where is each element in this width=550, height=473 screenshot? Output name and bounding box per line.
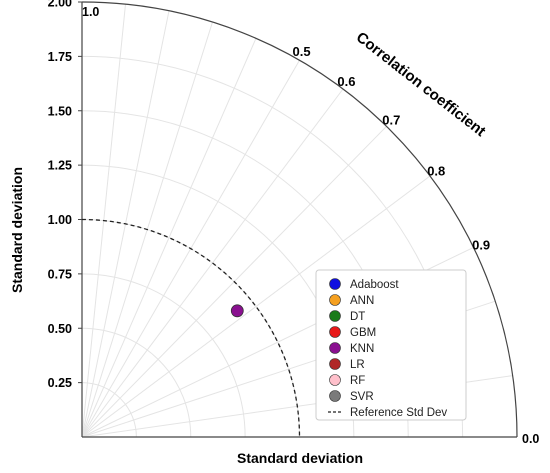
corr-tick-label: 0.6	[337, 74, 355, 89]
correlation-axis-label: Correlation coefficient	[353, 29, 489, 140]
legend-label: RF	[350, 375, 365, 387]
x-axis-label: Standard deviation	[237, 450, 363, 466]
legend-marker	[329, 278, 341, 290]
grid-ray	[81, 38, 257, 438]
legend-label: GBM	[350, 327, 376, 339]
corr-tick-label: 0.7	[382, 112, 400, 127]
y-tick-label: 0.75	[48, 267, 72, 281]
grid-ray	[81, 88, 344, 438]
legend-marker	[329, 390, 341, 402]
y-ticks: 0.25 0.50 0.75 1.00 1.25 1.50 1.75 2.00	[48, 0, 82, 390]
legend-label: KNN	[350, 343, 374, 355]
legend-label: Adaboost	[350, 279, 399, 291]
outer-arc	[81, 1, 518, 438]
y-tick-label: 2.00	[48, 0, 72, 10]
corr-end-label-bottom: 0.0	[522, 432, 539, 446]
legend-label: ANN	[350, 295, 374, 307]
legend-label: DT	[350, 311, 365, 323]
y-axis-label: Standard deviation	[9, 167, 25, 293]
grid-arc	[81, 327, 192, 438]
correlation-ticks: 0.9 0.8 0.7 0.6 0.5	[293, 44, 491, 252]
corr-tick-label: 0.9	[472, 237, 490, 252]
reference-std-arc	[81, 218, 301, 438]
legend-marker	[329, 310, 341, 322]
grid-ray	[81, 175, 431, 438]
legend-marker	[329, 294, 341, 306]
corr-end-label-top: 1.0	[82, 5, 99, 19]
legend-label: SVR	[350, 391, 374, 403]
legend-marker	[329, 374, 341, 386]
reference-arc	[81, 218, 301, 438]
y-tick-label: 0.50	[48, 322, 72, 336]
y-tick-label: 1.50	[48, 104, 72, 118]
legend-box	[315, 269, 467, 421]
corr-tick-label: 0.5	[293, 44, 311, 59]
grid-arc	[81, 382, 137, 438]
legend-marker	[329, 358, 341, 370]
legend-marker	[329, 326, 341, 338]
legend: Adaboost ANN DT GBM KNN LR RF SVR Reference Std …	[315, 269, 467, 421]
legend-marker	[329, 342, 341, 354]
y-tick-label: 1.75	[48, 50, 72, 64]
y-tick-label: 0.25	[48, 376, 72, 390]
y-tick-label: 1.00	[48, 213, 72, 227]
point-knn	[230, 304, 244, 318]
legend-label: LR	[350, 359, 365, 371]
grid-arc	[81, 273, 246, 438]
y-tick-label: 1.25	[48, 159, 72, 173]
grid-arc	[81, 164, 355, 438]
corr-tick-label: 0.8	[427, 164, 445, 179]
legend-label: Reference Std Dev	[350, 407, 447, 419]
